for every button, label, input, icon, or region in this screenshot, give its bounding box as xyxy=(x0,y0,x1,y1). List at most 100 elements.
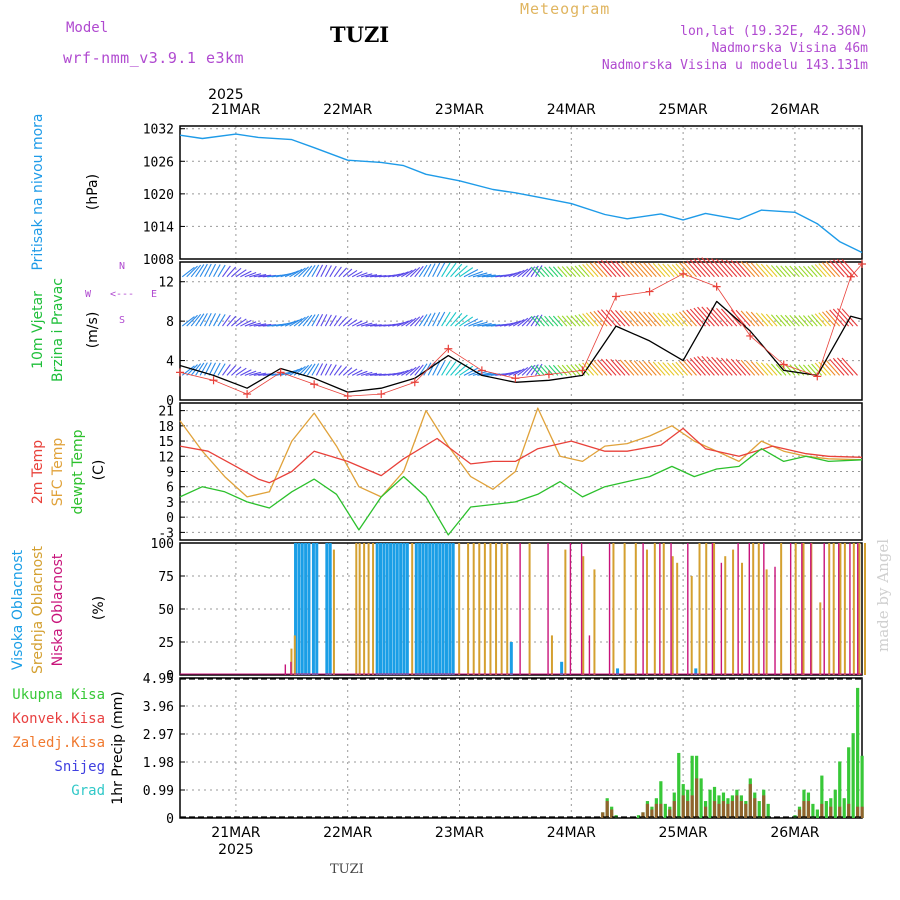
wind-barb xyxy=(181,316,195,327)
y-tick-label: 18 xyxy=(158,420,174,435)
wind-barb xyxy=(841,259,858,278)
precip-unit: 1hr Precip (mm) xyxy=(110,691,126,804)
wind-barb xyxy=(643,360,657,376)
wind-barb xyxy=(235,367,247,376)
compass-east: E xyxy=(151,289,157,300)
y-tick-label: 1008 xyxy=(143,253,174,268)
wind-barb xyxy=(750,361,765,376)
y-tick-label: 1026 xyxy=(143,155,174,170)
wind-barb xyxy=(244,321,257,327)
cloud-high-bar xyxy=(418,543,422,675)
wind-barb xyxy=(324,363,332,376)
precip-total-bar xyxy=(811,803,815,818)
wind-barb xyxy=(249,371,262,376)
cloud-low-bar xyxy=(789,543,792,675)
cloud-mid-bar xyxy=(411,543,414,675)
wind-barb xyxy=(600,358,617,376)
cloud-mid-bar xyxy=(612,543,615,675)
wind-barb xyxy=(405,268,417,278)
elevation: Nadmorska Visina 46m xyxy=(711,41,868,56)
wind-gust-marker xyxy=(477,366,486,375)
wind-gust-marker xyxy=(779,360,788,369)
wind-barb xyxy=(686,309,702,327)
wind-barb xyxy=(566,364,577,376)
cloud-mid-bar xyxy=(593,569,596,675)
y-tick-label: 6 xyxy=(166,481,174,496)
precip-convective-bar xyxy=(645,803,650,818)
wind-barb xyxy=(643,311,657,327)
wind-barb xyxy=(217,264,226,278)
wind-barb xyxy=(311,313,320,327)
wind-barb xyxy=(561,315,572,327)
wind-barb xyxy=(195,362,205,376)
wind-barb xyxy=(793,315,805,327)
wind-barb xyxy=(423,313,432,327)
cloud-low-bar xyxy=(763,543,765,675)
precip-convective-bar xyxy=(739,801,743,818)
cloud-high-bar xyxy=(325,543,329,675)
wind-barb xyxy=(333,315,342,327)
precip-total-bar xyxy=(842,798,846,818)
precip-total-bar xyxy=(766,803,770,818)
precip-convective-bar xyxy=(730,801,735,818)
wind-barb xyxy=(311,363,320,376)
wind-barb xyxy=(802,315,814,327)
wind-barb xyxy=(432,262,441,278)
wind-barb xyxy=(740,359,756,376)
wind-barb xyxy=(240,319,252,327)
wind-barb xyxy=(472,272,488,278)
cloud-mid-bar xyxy=(506,543,509,675)
wind-barb xyxy=(760,362,773,376)
wind-barb xyxy=(578,314,590,327)
wind-barb xyxy=(624,359,639,376)
wind-barb xyxy=(720,308,738,327)
wind-barb xyxy=(253,323,267,327)
wind-barb xyxy=(686,358,702,376)
cloud-high-bar xyxy=(300,543,304,675)
wind-barb xyxy=(226,266,237,278)
cloud-mid-bar xyxy=(839,543,842,675)
wind-barb xyxy=(396,271,409,278)
wind-barb xyxy=(647,361,662,376)
wind-barb xyxy=(755,361,769,376)
wind-barb xyxy=(716,307,733,327)
wind-barb xyxy=(231,267,242,278)
wind-gust-marker xyxy=(511,374,520,383)
cloud-mid-bar xyxy=(564,549,567,675)
cloud-mid-bar xyxy=(765,569,768,675)
wind-barb xyxy=(302,265,313,278)
wind-barb xyxy=(832,259,849,278)
wind-barb xyxy=(802,265,814,278)
wind-barb xyxy=(517,367,529,376)
wind-barb xyxy=(750,262,765,278)
wind-barb xyxy=(213,313,221,327)
label-freezing-rain: Zaledj.Kisa xyxy=(12,735,105,751)
precip-total-bar xyxy=(699,778,703,818)
wind-barb xyxy=(306,264,316,278)
wind-barb xyxy=(682,261,697,278)
wind-barb xyxy=(324,314,332,327)
wind-barb xyxy=(333,266,342,278)
cloud-high-bar xyxy=(315,543,319,675)
wind-barb xyxy=(302,314,313,327)
wind-barb xyxy=(544,315,554,327)
wind-barb xyxy=(643,262,657,278)
wind-barb xyxy=(258,274,272,278)
wind-barb xyxy=(578,264,590,278)
cloud-mid-bar xyxy=(358,543,361,675)
wind-gust-marker xyxy=(310,380,319,389)
wind-barb xyxy=(735,309,751,327)
wind-barb xyxy=(240,270,252,278)
wind-barb xyxy=(356,370,368,376)
wind-barb xyxy=(711,356,729,376)
wind-barb xyxy=(401,269,413,278)
y-tick-label: 9 xyxy=(166,466,174,481)
wind-barb xyxy=(760,263,773,278)
wind-barb xyxy=(463,318,479,327)
cloud-low-bar xyxy=(588,635,591,675)
wind-barb xyxy=(836,308,854,327)
compass-south: S xyxy=(119,315,125,326)
wind-barb xyxy=(689,357,706,376)
wind-gust-marker xyxy=(209,376,218,385)
wind-barb xyxy=(356,272,368,278)
